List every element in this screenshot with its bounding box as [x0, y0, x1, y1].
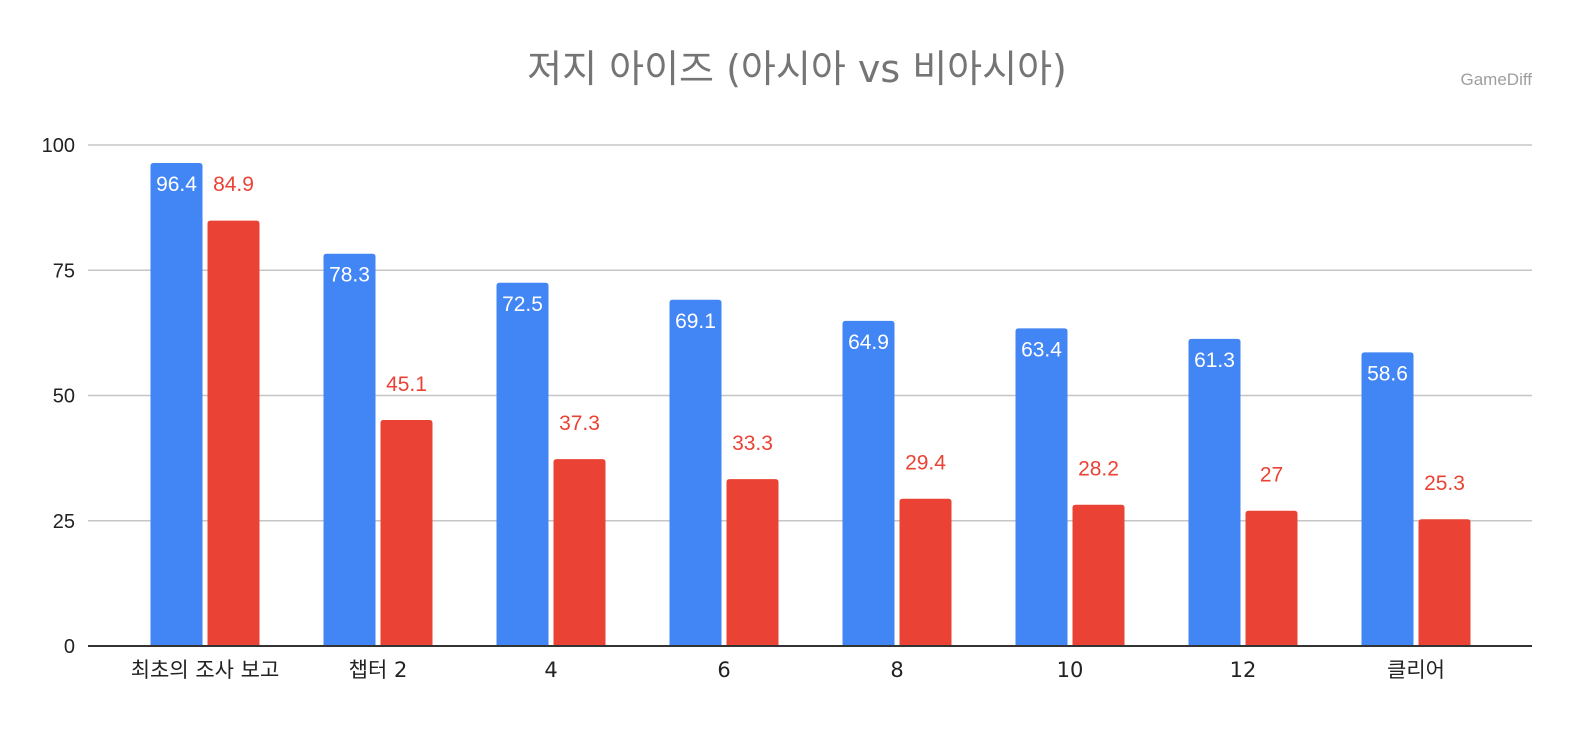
x-tick-label-6: 12: [1230, 658, 1257, 682]
bar-series-2-1: [380, 420, 433, 646]
bar-series-2-7: [1418, 519, 1471, 646]
data-label-series-2-7: 25.3: [1424, 472, 1465, 495]
bar-series-2-3: [726, 479, 779, 646]
bar-series-1-3: [669, 299, 722, 646]
data-labels-group: 96.4 84.9 78.3 45.1 72.5 37.3 69.1 33.3 64.9 29.4…: [156, 173, 1465, 495]
chart-title: 저지 아이즈 (아시아 vs 비아시아): [527, 47, 1067, 91]
x-tick-label-4: 8: [890, 658, 903, 682]
x-tick-label-2: 4: [544, 658, 557, 682]
bar-series-2-2: [553, 459, 606, 646]
bar-series-1-0: [150, 163, 203, 646]
y-tick-label: 100: [42, 135, 75, 157]
x-tick-label-1: 챕터 2: [349, 658, 408, 682]
y-tick-label: 25: [53, 511, 75, 533]
bar-series-1-6: [1188, 338, 1241, 646]
bar-series-1-2: [496, 282, 549, 646]
bars-group: [150, 163, 1471, 647]
data-label-series-2-3: 33.3: [732, 432, 773, 455]
data-label-series-1-1: 78.3: [329, 264, 370, 287]
bar-series-1-5: [1015, 328, 1068, 646]
data-label-series-2-2: 37.3: [559, 412, 600, 435]
data-label-series-1-0: 96.4: [156, 173, 197, 196]
bar-series-1-7: [1361, 352, 1414, 646]
watermark-text: GameDiff: [1460, 70, 1533, 89]
bar-series-2-5: [1072, 504, 1125, 646]
data-label-series-2-4: 29.4: [905, 452, 946, 475]
bar-series-2-0: [207, 220, 260, 646]
bar-series-1-4: [842, 320, 895, 646]
gridlines-group: [88, 144, 1532, 522]
x-tick-label-0: 최초의 조사 보고: [131, 658, 280, 682]
data-label-series-1-5: 63.4: [1021, 338, 1062, 361]
bar-series-2-4: [899, 498, 952, 646]
data-label-series-1-7: 58.6: [1367, 362, 1408, 385]
data-label-series-1-4: 64.9: [848, 331, 889, 354]
y-tick-label: 75: [53, 260, 75, 282]
axes-group: 0 25 50 75 100 최초의 조사 보고 챕터 2 4 6 8 10 12 클리어: [42, 135, 1532, 682]
data-label-series-2-1: 45.1: [386, 373, 427, 396]
data-label-series-2-6: 27: [1260, 464, 1283, 487]
x-tick-label-7: 클리어: [1387, 658, 1445, 682]
y-tick-label: 50: [53, 386, 75, 408]
data-label-series-2-0: 84.9: [213, 173, 254, 196]
data-label-series-1-3: 69.1: [675, 310, 716, 333]
x-tick-label-5: 10: [1057, 658, 1084, 682]
bar-series-2-6: [1245, 510, 1298, 646]
bar-series-1-1: [323, 253, 376, 647]
x-tick-label-3: 6: [717, 658, 730, 682]
data-label-series-1-6: 61.3: [1194, 349, 1235, 372]
data-label-series-1-2: 72.5: [502, 293, 543, 316]
y-tick-label: 0: [64, 636, 75, 658]
data-label-series-2-5: 28.2: [1078, 458, 1119, 481]
